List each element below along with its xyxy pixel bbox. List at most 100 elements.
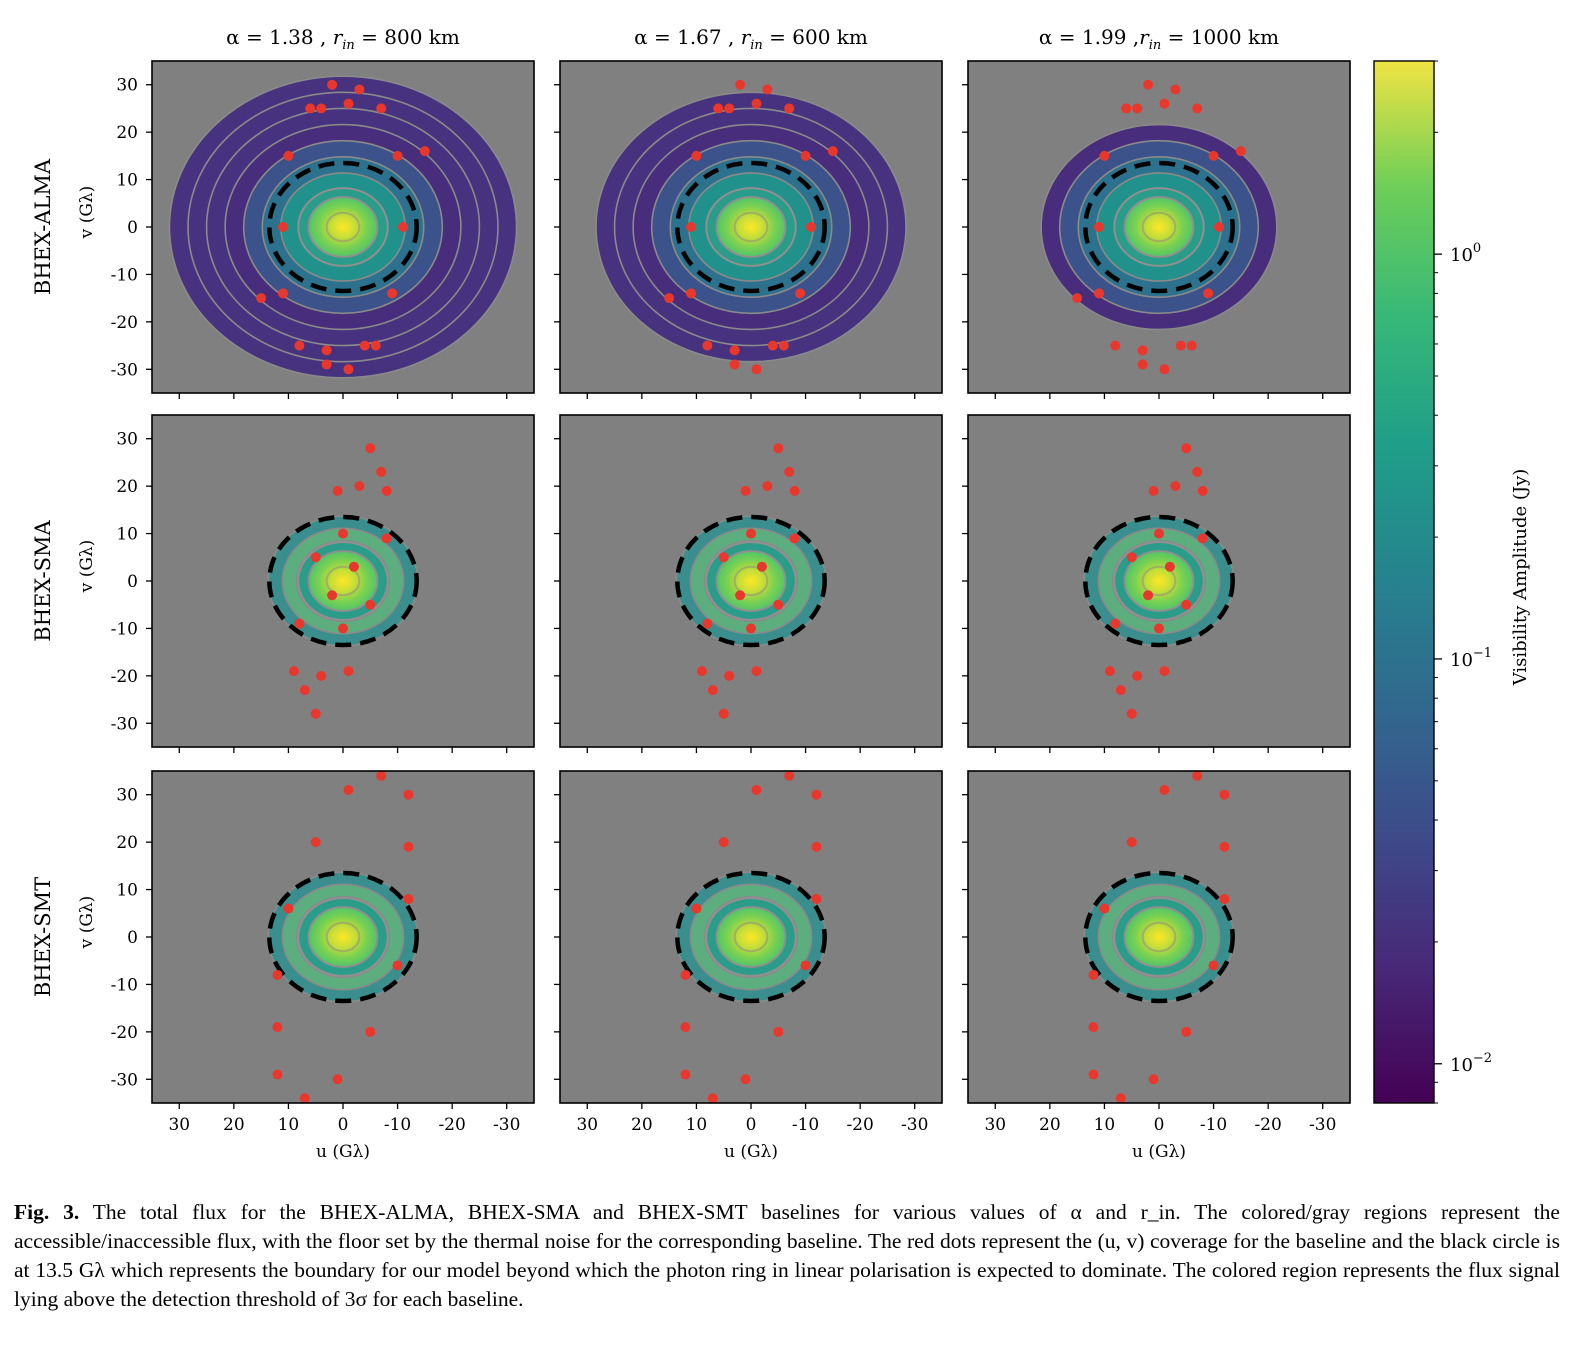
uv-point	[740, 485, 751, 496]
uv-point	[756, 561, 767, 572]
y-tick-label: 10	[116, 881, 138, 901]
boundary-circle	[675, 160, 827, 294]
uv-point	[1088, 969, 1099, 980]
uv-point	[680, 969, 691, 980]
uv-point	[1104, 666, 1115, 677]
uv-point	[1143, 590, 1154, 601]
panel-content	[267, 443, 419, 719]
panel: 30 20 10 0 -10 -20 -30 u (Gλ)	[962, 770, 1351, 1162]
uv-point	[1137, 345, 1148, 356]
uv-point	[1088, 1069, 1099, 1080]
uv-point	[1072, 293, 1083, 304]
y-axis-label: v (Gλ)	[77, 896, 97, 950]
uv-point	[1115, 685, 1126, 696]
boundary-circle	[267, 514, 419, 648]
uv-point	[784, 771, 795, 781]
figure-caption: Fig. 3. The total flux for the BHEX-ALMA…	[14, 1198, 1560, 1314]
uv-point	[1181, 1026, 1192, 1037]
y-tick-label: 20	[116, 477, 138, 497]
uv-point	[288, 666, 299, 677]
y-axis-label: v (Gλ)	[77, 186, 97, 240]
uv-point	[751, 364, 762, 375]
uv-point	[1192, 771, 1203, 781]
uv-point	[696, 666, 707, 677]
visibility-core-ring	[1141, 211, 1177, 243]
uv-point	[1115, 1093, 1126, 1103]
y-tick-label: -10	[111, 975, 138, 995]
x-tick-label: 20	[223, 1115, 245, 1135]
y-tick-label: 10	[116, 171, 138, 191]
uv-point	[751, 666, 762, 677]
uv-point	[1126, 552, 1137, 563]
uv-point	[332, 1074, 343, 1085]
uv-point	[310, 552, 321, 563]
uv-point	[784, 466, 795, 477]
visibility-core-ring	[733, 211, 769, 243]
uv-point	[376, 466, 387, 477]
uv-point	[773, 443, 784, 454]
figure-label: Fig. 3.	[14, 1200, 80, 1224]
uv-point	[1219, 789, 1230, 800]
uv-point	[1181, 599, 1192, 610]
boundary-circle	[1083, 870, 1235, 1004]
uv-point	[685, 222, 696, 232]
boundary-circle	[1083, 160, 1235, 294]
visibility-core	[715, 196, 787, 258]
x-tick-label: -10	[1200, 1115, 1227, 1135]
panel	[554, 60, 943, 399]
uv-point	[664, 293, 675, 304]
uv-point	[1219, 894, 1230, 905]
visibility-core-ring	[325, 211, 361, 243]
y-tick-label: -20	[111, 1023, 138, 1043]
y-tick-label: -30	[111, 360, 138, 380]
uv-point	[784, 103, 795, 114]
uv-point	[718, 837, 729, 848]
uv-point	[1154, 623, 1164, 634]
uv-point	[277, 288, 288, 299]
uv-point	[1159, 364, 1170, 375]
uv-point	[751, 784, 762, 795]
uv-point	[735, 590, 746, 601]
uv-point	[272, 1022, 283, 1033]
uv-point	[365, 599, 376, 610]
uv-point	[1235, 146, 1246, 157]
uv-point	[691, 903, 702, 914]
uv-point	[729, 345, 740, 356]
x-tick-label: 30	[168, 1115, 190, 1135]
uv-point	[1159, 784, 1170, 795]
uv-point	[680, 1022, 691, 1033]
uv-point	[370, 340, 381, 351]
panel-content	[675, 771, 827, 1103]
column-title: α = 1.99 ,rin = 1000 km	[1039, 25, 1279, 53]
y-tick-label: -30	[111, 714, 138, 734]
x-tick-label: 30	[984, 1115, 1006, 1135]
uv-point	[354, 481, 365, 492]
uv-point	[277, 222, 288, 232]
uv-point	[789, 533, 800, 544]
uv-point	[299, 685, 310, 696]
colorbar: 100 10−1 10−2 Visibility Amplitude (Jy)	[1373, 60, 1531, 1104]
visibility-core	[307, 550, 379, 612]
y-tick-label: -20	[111, 313, 138, 333]
x-tick-label: 0	[746, 1115, 757, 1135]
y-tick-label: 20	[116, 123, 138, 143]
uv-point	[359, 340, 370, 351]
uv-point	[354, 84, 365, 95]
uv-point	[1110, 340, 1121, 351]
uv-point	[680, 1069, 691, 1080]
uv-point	[773, 599, 784, 610]
y-tick-label: 10	[116, 525, 138, 545]
uv-point	[767, 340, 778, 351]
uv-point	[403, 789, 414, 800]
colorbar-tick-label: 10−1	[1450, 646, 1492, 671]
visibility-core-ring	[325, 565, 361, 597]
visibility-core	[1123, 196, 1195, 258]
column-title: α = 1.38 , rin = 800 km	[226, 25, 460, 53]
uv-point	[1181, 443, 1192, 454]
uv-point	[1197, 485, 1208, 496]
uv-point	[800, 960, 811, 971]
uv-point	[310, 708, 321, 719]
uv-point	[740, 1074, 751, 1085]
uv-point	[348, 561, 359, 572]
uv-point	[419, 146, 430, 157]
